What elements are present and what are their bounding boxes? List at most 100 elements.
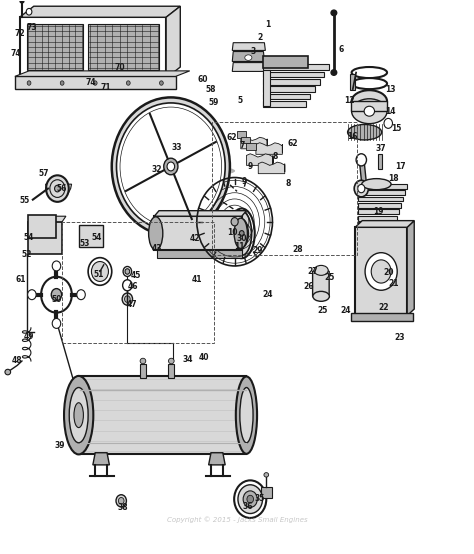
Ellipse shape [41, 277, 72, 312]
Polygon shape [232, 52, 264, 61]
Bar [28, 222, 62, 254]
Ellipse shape [245, 55, 252, 60]
Polygon shape [351, 101, 387, 111]
Text: 21: 21 [389, 279, 399, 288]
Text: 23: 23 [395, 334, 405, 342]
Text: 20: 20 [383, 268, 393, 277]
Text: 62: 62 [288, 138, 298, 148]
Ellipse shape [314, 265, 328, 275]
Polygon shape [166, 6, 180, 78]
Text: 11: 11 [234, 242, 245, 250]
Ellipse shape [125, 296, 130, 302]
Ellipse shape [112, 98, 230, 235]
Ellipse shape [123, 266, 132, 276]
Ellipse shape [239, 230, 244, 236]
Text: 14: 14 [385, 107, 396, 116]
Text: 71: 71 [100, 83, 111, 92]
Polygon shape [263, 71, 324, 77]
Ellipse shape [371, 260, 391, 283]
Ellipse shape [46, 175, 69, 202]
Bar [140, 364, 146, 378]
Polygon shape [79, 377, 246, 454]
Ellipse shape [234, 218, 247, 249]
Text: 48: 48 [12, 356, 23, 366]
Polygon shape [357, 209, 399, 214]
Ellipse shape [140, 358, 146, 364]
Bar [350, 74, 355, 90]
Text: 62: 62 [226, 134, 237, 142]
Polygon shape [19, 17, 166, 78]
Polygon shape [256, 143, 283, 155]
Ellipse shape [358, 184, 365, 193]
Ellipse shape [55, 185, 60, 192]
Polygon shape [263, 64, 329, 70]
Ellipse shape [240, 387, 253, 443]
Polygon shape [46, 184, 72, 194]
Text: 39: 39 [55, 441, 65, 450]
Text: 3: 3 [251, 47, 256, 56]
Text: 24: 24 [340, 306, 351, 315]
Polygon shape [93, 453, 109, 465]
Ellipse shape [236, 377, 257, 454]
Ellipse shape [238, 485, 263, 514]
Text: 8: 8 [272, 152, 277, 161]
Ellipse shape [229, 208, 255, 258]
Polygon shape [88, 24, 159, 70]
Text: 29: 29 [252, 246, 263, 255]
Bar [261, 487, 273, 498]
Text: 56: 56 [56, 184, 66, 193]
Ellipse shape [122, 293, 133, 305]
Ellipse shape [91, 261, 109, 281]
Bar [79, 224, 103, 247]
Polygon shape [209, 453, 225, 465]
Polygon shape [155, 211, 246, 216]
Bar [241, 137, 250, 143]
Text: 43: 43 [151, 244, 162, 253]
Ellipse shape [27, 290, 36, 300]
Polygon shape [15, 71, 190, 76]
Ellipse shape [123, 280, 132, 291]
Text: 35: 35 [255, 494, 265, 502]
Bar [28, 215, 55, 238]
Polygon shape [357, 183, 407, 188]
Ellipse shape [352, 99, 387, 124]
Polygon shape [357, 190, 405, 195]
Polygon shape [355, 227, 407, 316]
Text: 74: 74 [10, 49, 21, 58]
Text: 50: 50 [51, 295, 62, 304]
Text: 42: 42 [189, 234, 200, 243]
Ellipse shape [243, 491, 257, 507]
Text: 40: 40 [199, 353, 209, 362]
Ellipse shape [347, 125, 382, 140]
Ellipse shape [52, 261, 61, 271]
Polygon shape [263, 94, 310, 99]
Polygon shape [28, 216, 66, 222]
Polygon shape [357, 216, 397, 221]
Polygon shape [15, 76, 175, 89]
Ellipse shape [356, 154, 366, 166]
Polygon shape [359, 157, 367, 188]
Ellipse shape [60, 81, 64, 85]
Ellipse shape [264, 473, 269, 477]
Text: 25: 25 [317, 306, 327, 315]
Ellipse shape [234, 480, 266, 518]
Ellipse shape [120, 107, 222, 226]
Ellipse shape [331, 10, 337, 16]
Ellipse shape [235, 219, 248, 248]
Polygon shape [258, 162, 285, 173]
Ellipse shape [52, 319, 61, 329]
Bar [246, 143, 256, 150]
Text: 12: 12 [344, 96, 355, 105]
Ellipse shape [159, 81, 163, 85]
Text: 8: 8 [285, 178, 291, 188]
Bar [212, 122, 356, 255]
Text: 46: 46 [128, 283, 138, 291]
Polygon shape [19, 6, 180, 17]
Text: 41: 41 [191, 275, 202, 284]
Ellipse shape [354, 180, 368, 197]
Text: 54: 54 [24, 233, 34, 242]
Text: 55: 55 [19, 196, 29, 205]
Text: 15: 15 [392, 125, 402, 134]
Polygon shape [357, 203, 401, 208]
Polygon shape [263, 79, 319, 85]
